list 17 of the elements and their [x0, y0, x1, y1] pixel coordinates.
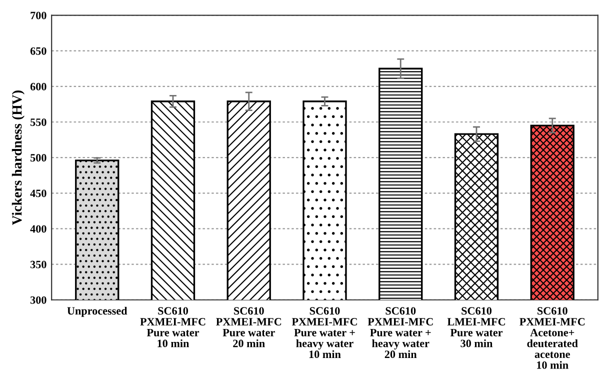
x-tick-label: SC610 PXMEI-MFC Acetone+ deuterated acetone 10 min [520, 307, 585, 369]
x-tick-label: SC610 PXMEI-MFC Pure water 10 min [140, 307, 206, 348]
x-tick-label: Unprocessed [67, 306, 128, 317]
x-tick-label: SC610 PXMEI-MFC Pure water 20 min [216, 307, 282, 348]
y-tick-label: 400 [30, 225, 46, 233]
y-axis-title: Vickers hardness (HV) [12, 90, 25, 226]
y-tick-label: 650 [30, 47, 46, 55]
y-tick-label: 500 [30, 154, 46, 162]
x-tick-label: SC610 LMEI-MFC Pure water 30 min [447, 307, 505, 348]
x-tick-label: SC610 PXMEI-MFC Pure water + heavy water 10 min [292, 307, 357, 358]
y-tick-label: 600 [30, 82, 46, 90]
y-tick-label: 350 [30, 260, 46, 268]
y-tick-label: 450 [30, 190, 46, 198]
y-tick-label: 550 [30, 118, 46, 126]
y-tick-label: 300 [30, 296, 46, 304]
x-tick-label: SC610 PXMEI-MFC Pure water + heavy water 20 min [368, 307, 433, 358]
y-tick-label: 700 [30, 12, 46, 20]
